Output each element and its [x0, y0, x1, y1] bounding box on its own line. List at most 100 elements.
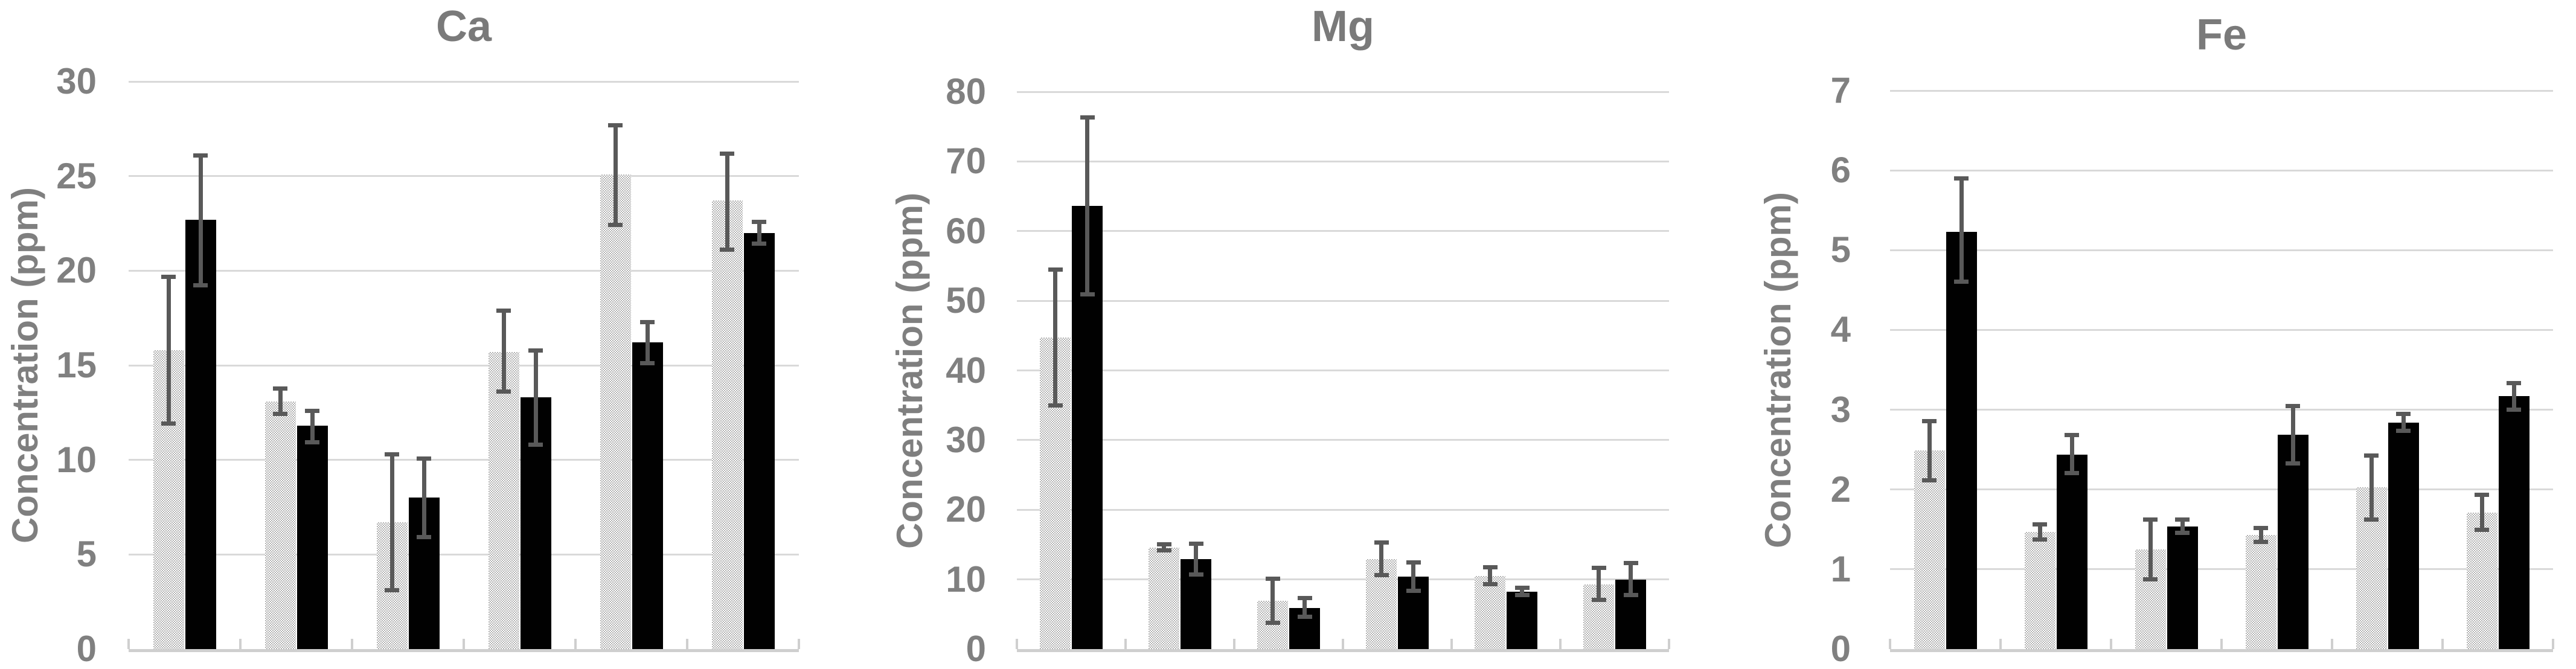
error-bar-cap-top: [2143, 517, 2158, 522]
bar-gray-patterned: [1040, 338, 1071, 649]
y-tick-label: 10: [56, 439, 97, 480]
error-bar-line: [1629, 562, 1633, 596]
error-bar-line: [310, 411, 315, 443]
y-tick-label: 30: [946, 419, 986, 460]
error-bar-cap-bottom: [1922, 478, 1937, 483]
error-bar-cap-top: [2033, 522, 2047, 527]
bar-black: [296, 426, 328, 649]
gridline: [129, 364, 799, 367]
error-bar-cap-bottom: [1156, 548, 1171, 553]
error-bar-line: [501, 310, 506, 392]
bar-gray-patterned: [2466, 513, 2498, 649]
bar-gray-patterned: [1366, 559, 1397, 649]
bar-black: [2388, 422, 2419, 649]
y-tick-label: 60: [946, 210, 986, 251]
error-bar-cap-top: [2507, 380, 2521, 385]
error-bar-cap-bottom: [1514, 593, 1530, 598]
error-bar-line: [1085, 117, 1089, 295]
gridline: [1017, 299, 1669, 302]
bar-black: [1946, 231, 1977, 649]
y-tick-label: 20: [946, 489, 986, 530]
error-bar-cap-top: [2254, 526, 2268, 531]
bar-gray-patterned: [711, 200, 743, 649]
x-axis-tick: [239, 639, 242, 649]
y-tick-label: 7: [1830, 70, 1851, 110]
bar-gray-patterned: [488, 352, 519, 649]
gridline: [1017, 230, 1669, 232]
error-bar-cap-top: [1080, 115, 1095, 120]
error-bar-cap-top: [1514, 586, 1530, 591]
error-bar-cap-bottom: [1297, 614, 1312, 619]
error-bar-line: [1302, 597, 1307, 617]
error-bar-cap-bottom: [2175, 531, 2190, 536]
bar-gray-patterned: [1914, 450, 1945, 649]
error-bar-cap-top: [1922, 419, 1937, 424]
y-tick-label: 20: [56, 250, 97, 291]
x-axis-tick: [1668, 639, 1670, 649]
x-axis-tick: [1124, 639, 1127, 649]
bar-black: [743, 232, 775, 649]
error-bar-cap-top: [1265, 577, 1280, 581]
x-axis-tick: [1999, 639, 2002, 649]
error-bar-cap-top: [305, 409, 319, 414]
y-tick-label: 50: [946, 280, 986, 321]
error-bar-cap-top: [1156, 542, 1171, 546]
gridline: [129, 459, 799, 461]
x-axis-tick: [1450, 639, 1453, 649]
error-bar-cap-bottom: [273, 412, 287, 417]
error-bar-cap-bottom: [1265, 621, 1280, 626]
error-bar-cap-bottom: [1374, 572, 1389, 577]
error-bar-cap-bottom: [1623, 593, 1638, 598]
y-tick-label: 70: [946, 141, 986, 182]
error-bar-cap-top: [1374, 540, 1389, 545]
error-bar-cap-bottom: [2507, 407, 2521, 412]
error-bar-cap-bottom: [305, 440, 319, 445]
error-bar-line: [1162, 543, 1166, 551]
gridline: [1017, 508, 1669, 511]
error-bar-cap-top: [752, 219, 766, 224]
y-tick-label: 40: [946, 350, 986, 391]
gridline: [1890, 89, 2553, 92]
gridline: [1017, 439, 1669, 441]
error-bar-cap-bottom: [2065, 471, 2079, 476]
x-axis-tick: [1233, 639, 1235, 649]
error-bar-cap-top: [193, 153, 208, 158]
x-axis-tick: [463, 639, 465, 649]
error-bar-line: [2148, 519, 2153, 580]
error-bar-line: [533, 350, 538, 445]
error-bar-cap-bottom: [752, 242, 766, 246]
error-bar-cap-top: [1954, 176, 1969, 181]
y-tick-label: 25: [56, 155, 97, 196]
x-axis-tick: [2331, 639, 2333, 649]
gridline: [129, 553, 799, 555]
error-bar-cap-bottom: [2475, 528, 2489, 533]
error-bar-line: [1053, 269, 1057, 406]
error-bar-cap-bottom: [417, 535, 431, 540]
bar-gray-patterned: [2245, 535, 2276, 649]
y-tick-label: 1: [1830, 548, 1851, 589]
error-bar-cap-bottom: [1406, 589, 1421, 594]
gridline: [1017, 578, 1669, 581]
gridline: [1890, 409, 2553, 411]
error-bar-cap-top: [608, 123, 623, 128]
error-bar-cap-top: [1623, 560, 1638, 565]
error-bar-line: [2037, 523, 2042, 540]
y-tick-label: 30: [56, 61, 97, 101]
y-tick-label: 0: [76, 629, 97, 669]
chart-title: Ca: [435, 2, 492, 51]
x-axis-tick: [686, 639, 688, 649]
y-tick-label: 0: [1830, 629, 1851, 669]
error-bar-line: [2511, 382, 2516, 410]
bar-black: [632, 342, 663, 649]
error-bar-line: [645, 321, 650, 363]
error-bar-line: [1520, 587, 1524, 596]
error-bar-cap-bottom: [161, 421, 176, 426]
y-tick-label: 15: [56, 345, 97, 385]
error-bar-line: [2401, 414, 2406, 432]
bar-black: [2277, 434, 2308, 649]
error-bar-line: [613, 125, 618, 226]
error-bar-line: [278, 388, 283, 415]
bar-black: [2498, 396, 2530, 649]
x-axis-tick: [1889, 639, 1891, 649]
